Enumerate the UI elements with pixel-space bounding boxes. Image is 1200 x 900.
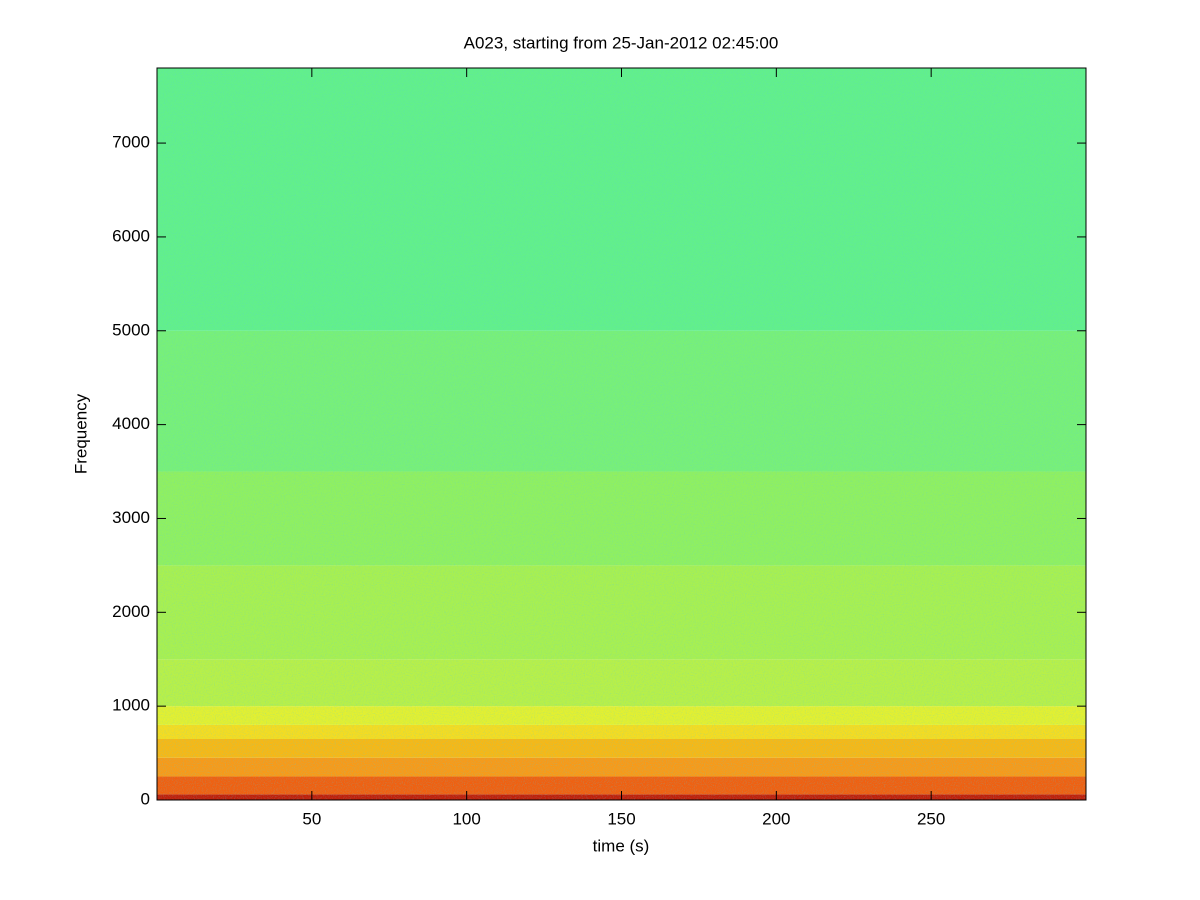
y-tick-label: 5000 (112, 320, 150, 339)
y-tick-label: 0 (141, 789, 150, 808)
x-tick-label: 50 (302, 809, 321, 828)
y-tick-label: 6000 (112, 226, 150, 245)
axes-frame (156, 67, 1087, 801)
y-tick-label: 4000 (112, 414, 150, 433)
x-tick-label: 250 (917, 809, 945, 828)
y-tick-label: 7000 (112, 133, 150, 152)
x-axis-label: time (s) (593, 836, 650, 855)
y-tick-label: 3000 (112, 508, 150, 527)
x-tick-label: 100 (452, 809, 480, 828)
y-axis-label: Frequency (71, 393, 90, 474)
x-tick-label: 200 (762, 809, 790, 828)
x-tick-label: 150 (607, 809, 635, 828)
chart-title: A023, starting from 25-Jan-2012 02:45:00 (464, 33, 779, 52)
texture (157, 68, 1086, 800)
y-tick-label: 1000 (112, 696, 150, 715)
y-tick-label: 2000 (112, 602, 150, 621)
